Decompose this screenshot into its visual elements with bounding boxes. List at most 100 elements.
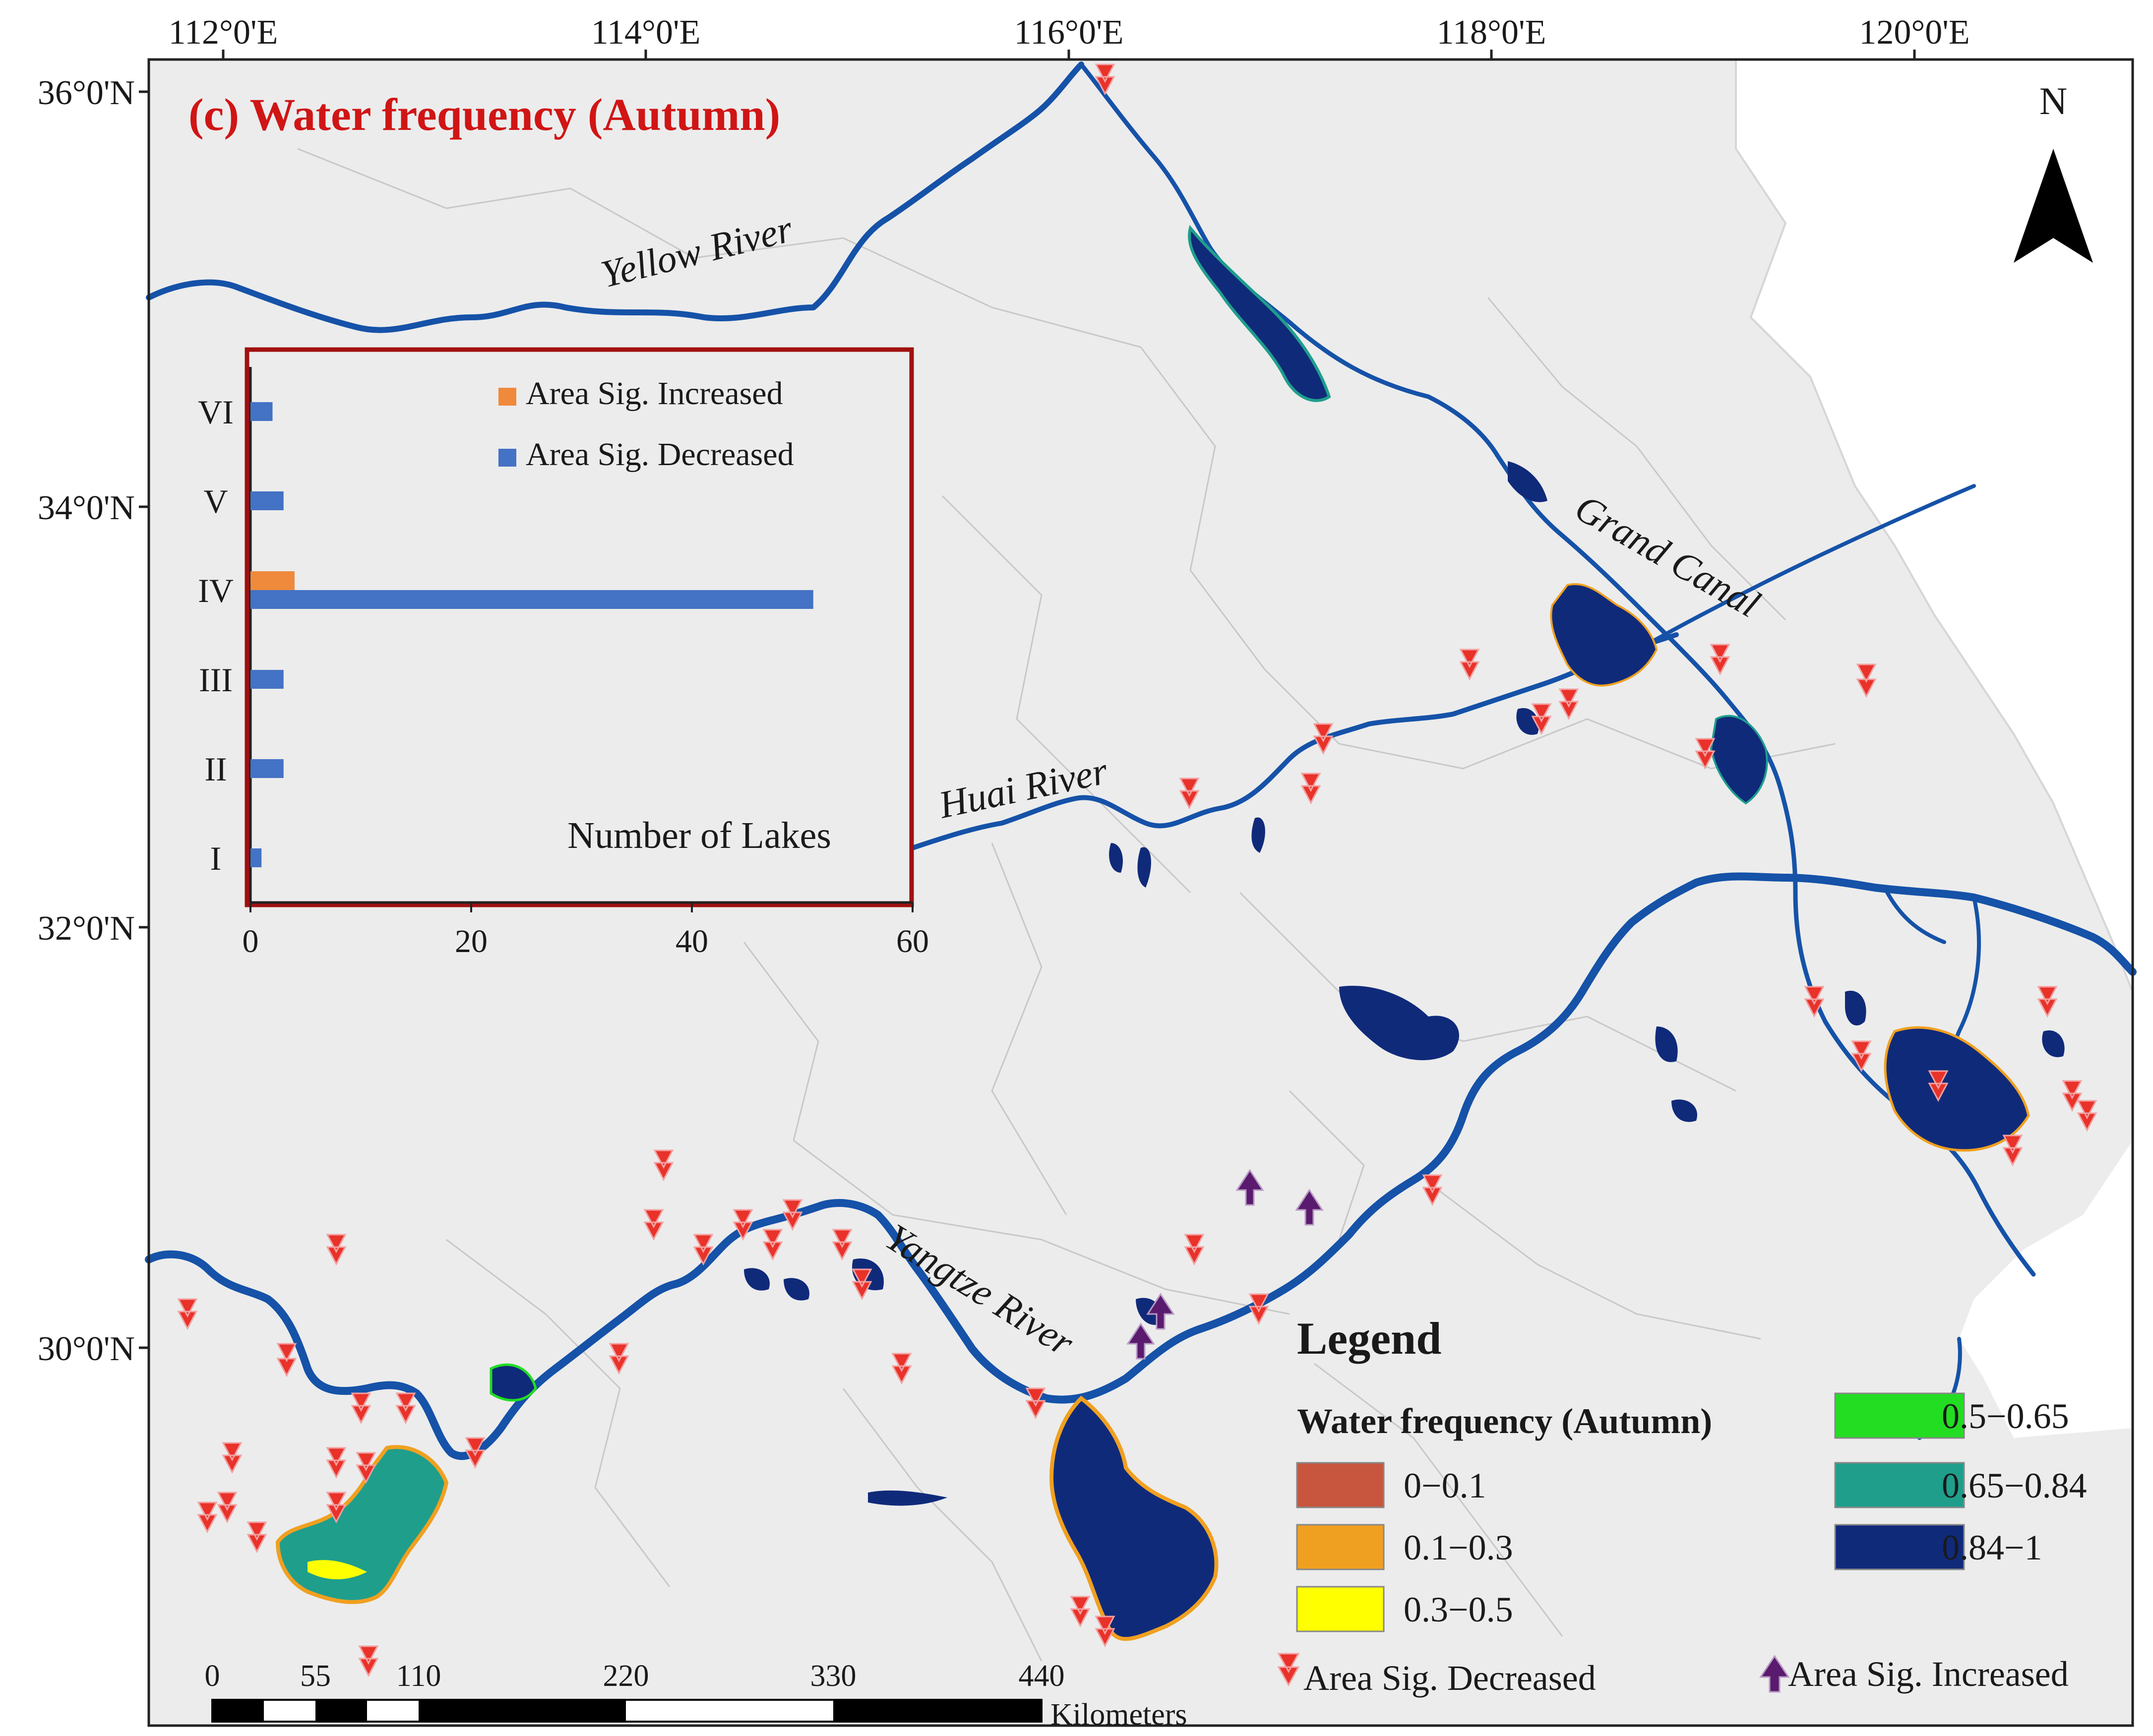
decrease-marker <box>832 1229 853 1261</box>
decrease-marker <box>326 1447 347 1479</box>
decrease-marker <box>1558 688 1579 720</box>
y-tick-label: V <box>203 482 228 520</box>
y-tick-label: VI <box>198 393 234 431</box>
legend-class-label: 0.84−1 <box>1942 1528 2042 1567</box>
decrease-marker <box>2002 1135 2023 1167</box>
decrease-marker <box>1248 1293 1269 1325</box>
legend-class-label: 0.1−0.3 <box>1404 1528 1513 1567</box>
decrease-marker <box>395 1392 416 1425</box>
lake-chaohu <box>1339 986 1459 1061</box>
map-legend: Legend Water frequency (Autumn) 0−0.1 0.… <box>1277 1313 2087 1698</box>
decrease-marker <box>246 1521 267 1554</box>
x-tick-label: 60 <box>896 923 929 959</box>
lake-honghu <box>490 1363 537 1402</box>
legend-swatch <box>1834 1524 1965 1570</box>
longitude-label: 116°0'E <box>1014 13 1124 52</box>
bar-decreased <box>250 402 273 421</box>
decrease-marker <box>1459 649 1480 681</box>
bar-decreased <box>250 848 262 867</box>
lake-anhui-2 <box>1671 1099 1697 1122</box>
decrease-marker <box>1184 1234 1205 1266</box>
legend-swatch <box>1296 1462 1385 1508</box>
decrease-marker <box>609 1343 629 1375</box>
scale-label: 0 <box>205 1659 220 1693</box>
lake-dongting-inner <box>308 1560 367 1579</box>
legend-class-label: 0.65−0.84 <box>1942 1466 2087 1505</box>
legend-class-label: 0.3−0.5 <box>1404 1590 1513 1629</box>
inset-frame <box>245 347 914 907</box>
decrease-marker <box>326 1492 347 1524</box>
lake-poyang <box>1049 1395 1219 1641</box>
decrease-marker <box>653 1149 674 1182</box>
increase-marker <box>1235 1169 1264 1206</box>
north-arrow-icon <box>2014 149 2093 263</box>
yellow-river-line <box>146 61 1084 333</box>
longitude-label: 120°0'E <box>1859 13 1969 52</box>
scale-label: 55 <box>300 1659 331 1693</box>
decrease-marker <box>1856 663 1877 698</box>
y-tick-label: I <box>210 839 222 877</box>
lake-taihu <box>1884 1026 2030 1152</box>
longitude-label: 112°0'E <box>169 13 278 52</box>
map-title: (c) Water frequency (Autumn) <box>188 89 780 140</box>
legend-class-label: 0−0.1 <box>1404 1466 1486 1505</box>
legend-swatch <box>1834 1462 1965 1508</box>
decrease-marker <box>1422 1174 1443 1206</box>
increase-marker <box>1146 1293 1175 1330</box>
canal-branch-line <box>1645 484 1976 647</box>
decrease-marker <box>197 1501 218 1534</box>
decrease-marker <box>852 1268 872 1301</box>
lake-weishan <box>1188 225 1331 402</box>
inset-bar-chart: Area Sig. Increased Area Sig. Decreased … <box>198 347 929 959</box>
decrease-marker <box>643 1209 664 1241</box>
decrease-marker <box>782 1199 803 1231</box>
lake-small-east-1 <box>1845 991 1866 1026</box>
x-tick-label: 20 <box>455 923 488 959</box>
bar-decreased <box>250 491 284 510</box>
longitude-label: 114°0'E <box>591 13 701 52</box>
decrease-marker <box>1531 703 1552 735</box>
decrease-marker <box>891 1353 912 1385</box>
longitude-label: 118°0'E <box>1437 13 1546 52</box>
decrease-marker <box>1804 986 1825 1018</box>
increase-marker <box>1295 1189 1324 1226</box>
scale-bar <box>211 1699 1043 1723</box>
legend-subheading: Water frequency (Autumn) <box>1297 1401 1712 1441</box>
legend-class-label: 0.5−0.65 <box>1942 1396 2069 1436</box>
bar-increased <box>250 571 295 590</box>
decrease-markers <box>177 63 2097 1677</box>
increase-markers <box>1126 1169 1324 1360</box>
decrease-marker <box>326 1234 347 1266</box>
decrease-marker <box>177 1298 198 1330</box>
north-label: N <box>2039 79 2067 122</box>
lake-huai-3 <box>1251 817 1265 853</box>
decrease-marker <box>1928 1070 1949 1102</box>
latitude-label: 34°0'N <box>38 489 135 527</box>
decrease-marker <box>1179 778 1200 810</box>
y-tick-label: IV <box>198 572 234 609</box>
decrease-marker <box>1710 644 1730 676</box>
inset-legend-label-increased: Area Sig. Increased <box>526 375 783 412</box>
legend-increase-marker <box>1759 1655 1790 1693</box>
lake-wuhan-cluster <box>744 1258 884 1301</box>
bar-decreased <box>250 670 284 689</box>
scale-unit: Kilometers <box>1050 1698 1187 1732</box>
decrease-marker <box>762 1229 783 1261</box>
legend-heading: Legend <box>1297 1313 1441 1364</box>
latitude-label: 30°0'N <box>38 1330 135 1368</box>
map-border <box>147 58 2134 1727</box>
decrease-marker <box>1095 1616 1115 1648</box>
decrease-marker <box>1695 738 1716 770</box>
latitude-label: 36°0'N <box>38 74 135 112</box>
x-tick-label: 0 <box>243 923 259 959</box>
legend-swatch <box>1834 1392 1965 1439</box>
lake-huai-4 <box>1516 708 1539 735</box>
lake-huai-1 <box>1109 843 1123 873</box>
decrease-marker <box>222 1442 243 1474</box>
legend-decrease-marker <box>1277 1653 1300 1687</box>
inset-legend-label-decreased: Area Sig. Decreased <box>526 436 794 473</box>
decrease-marker <box>1070 1596 1091 1628</box>
legend-increased-label: Area Sig. Increased <box>1788 1654 2069 1694</box>
scale-label: 330 <box>810 1659 857 1693</box>
decrease-marker <box>1313 723 1334 755</box>
